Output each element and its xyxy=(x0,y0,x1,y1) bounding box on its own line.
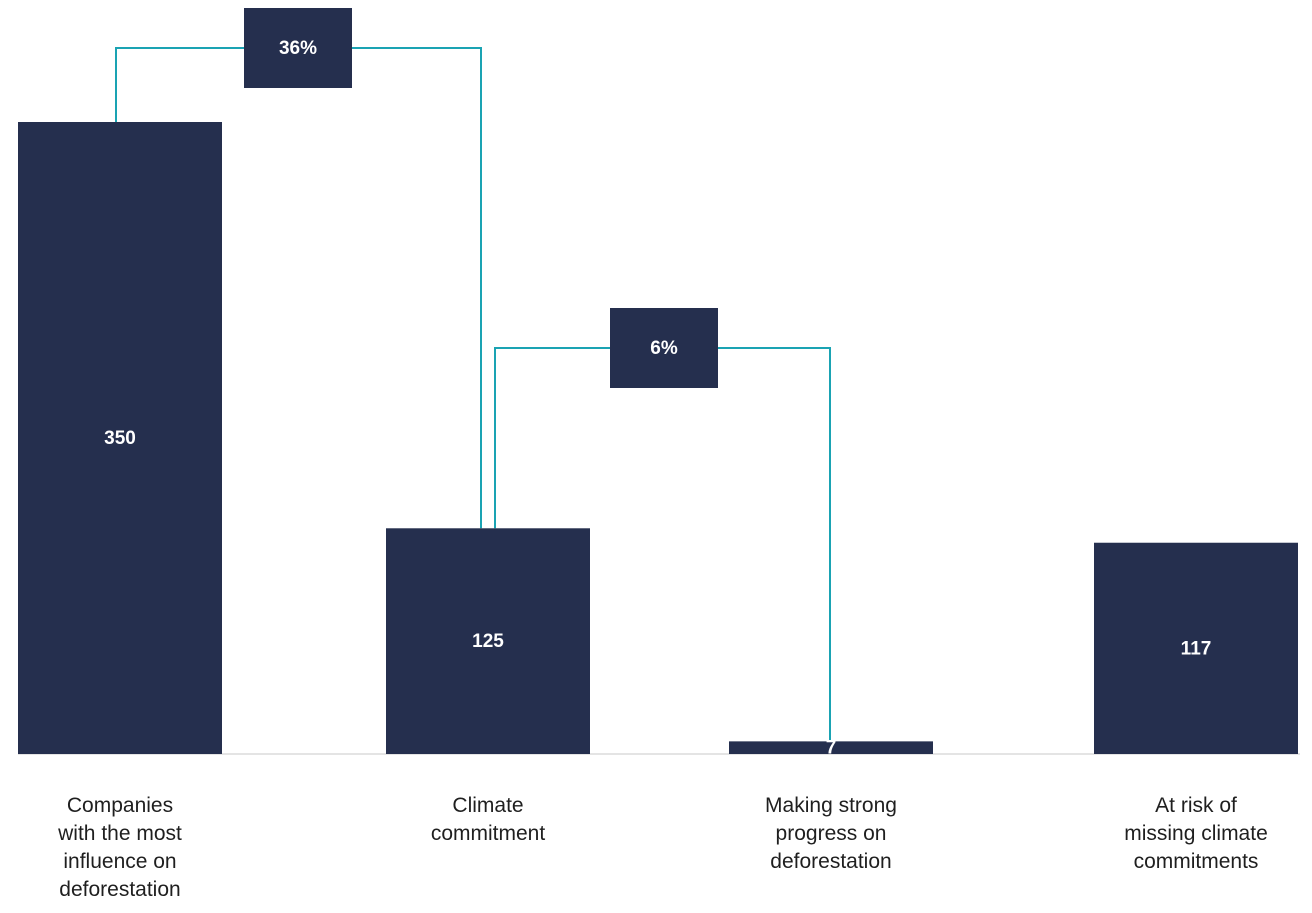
bar-value-label-4: 117 xyxy=(1181,638,1212,659)
bar-value-label-1: 350 xyxy=(104,428,136,449)
percent-box-2 xyxy=(610,308,718,388)
category-label-1-line-4: deforestation xyxy=(59,878,180,901)
category-label-4-line-2: missing climate xyxy=(1124,822,1268,845)
category-label-1-line-2: with the most xyxy=(57,822,182,845)
category-label-2-line-1: Climate xyxy=(452,794,523,817)
bar-3 xyxy=(729,741,933,754)
category-label-3-line-2: progress on xyxy=(776,822,887,845)
category-label-1-line-1: Companies xyxy=(67,794,173,817)
annotation-group: 36% 6% xyxy=(244,8,718,388)
category-label-2-line-2: commitment xyxy=(431,822,546,845)
bar-group: 350 125 7 117 xyxy=(18,122,1298,759)
percent-box-1 xyxy=(244,8,352,88)
category-label-2: Climate commitment xyxy=(431,794,546,845)
percent-label-2: 6% xyxy=(650,338,678,359)
category-label-4-line-3: commitments xyxy=(1134,850,1259,873)
bar-value-label-2: 125 xyxy=(472,631,504,652)
category-label-group: Companies with the most influence on defore… xyxy=(57,794,1268,901)
bar-1 xyxy=(18,122,222,754)
bar-value-label-3: 7 xyxy=(826,738,837,759)
category-label-1-line-3: influence on xyxy=(63,850,176,873)
category-label-4: At risk of missing climate commitments xyxy=(1124,794,1268,873)
category-label-3-line-3: deforestation xyxy=(770,850,891,873)
category-label-1: Companies with the most influence on defore… xyxy=(57,794,182,901)
category-label-4-line-1: At risk of xyxy=(1155,794,1237,817)
category-label-3-line-1: Making strong xyxy=(765,794,897,817)
category-label-3: Making strong progress on deforestation xyxy=(765,794,897,873)
percent-label-1: 36% xyxy=(279,38,317,59)
bar-4 xyxy=(1094,542,1298,754)
bar-2 xyxy=(386,528,590,754)
